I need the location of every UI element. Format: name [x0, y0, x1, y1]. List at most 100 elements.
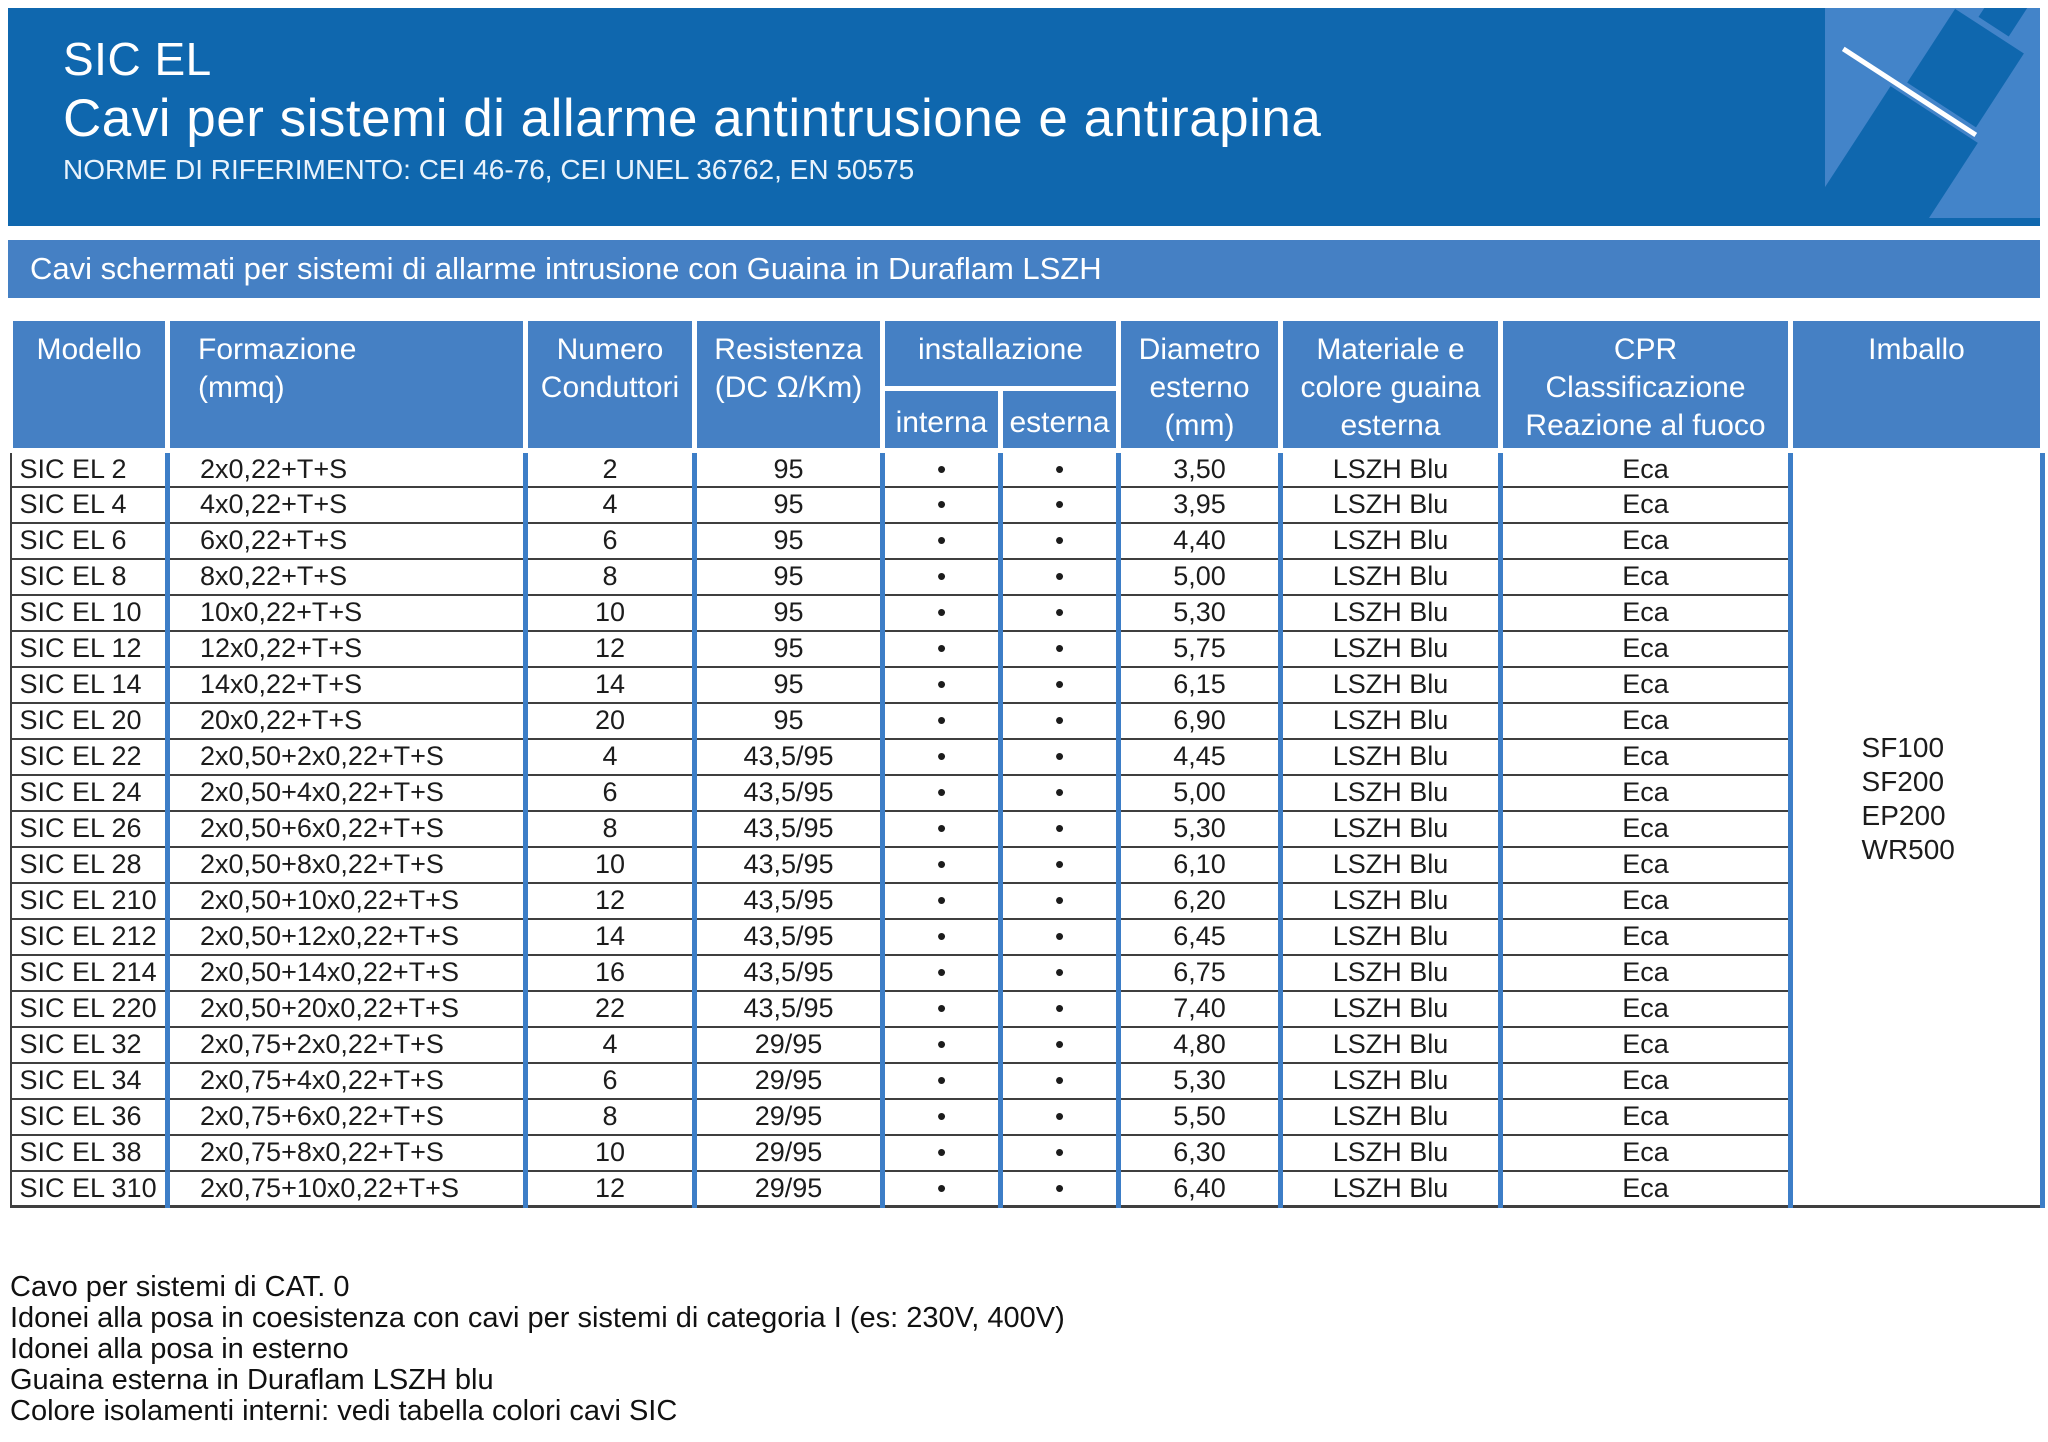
interna-dot-cell: •: [882, 593, 1003, 631]
conductors-cell: 8: [525, 809, 697, 847]
table-row: SIC EL 310 2x0,75+10x0,22+T+S 12 29/95 •…: [9, 1169, 2043, 1208]
material-cell: LSZH Blu: [1280, 521, 1504, 559]
resistance-cell: 95: [694, 557, 885, 595]
cpr-cell: Eca: [1500, 989, 1794, 1027]
cpr-cell: Eca: [1500, 953, 1794, 991]
resistance-cell: 95: [694, 485, 885, 523]
cpr-cell: Eca: [1500, 629, 1794, 667]
esterna-dot-cell: •: [1000, 845, 1122, 883]
model-cell: SIC EL 8: [9, 557, 170, 595]
resistance-cell: 43,5/95: [694, 917, 885, 955]
diameter-cell: 6,15: [1118, 665, 1284, 703]
note-line: Guaina esterna in Duraflam LSZH blu: [10, 1364, 494, 1396]
table-row: SIC EL 20 20x0,22+T+S 20 95 • • 6,90 LSZ…: [9, 701, 2043, 739]
formation-cell: 6x0,22+T+S: [167, 521, 528, 559]
diameter-cell: 5,30: [1118, 1061, 1284, 1099]
cpr-cell: Eca: [1500, 773, 1794, 811]
conductors-cell: 4: [525, 737, 697, 775]
interna-dot-cell: •: [882, 485, 1003, 523]
note-line: Idonei alla posa in coesistenza con cavi…: [10, 1302, 1065, 1334]
diameter-cell: 6,30: [1118, 1133, 1284, 1171]
interna-dot-cell: •: [882, 1133, 1003, 1171]
resistance-cell: 95: [694, 521, 885, 559]
diameter-cell: 4,40: [1118, 521, 1284, 559]
section-banner: Cavi schermati per sistemi di allarme in…: [8, 240, 2040, 298]
formation-cell: 10x0,22+T+S: [167, 593, 528, 631]
diameter-cell: 7,40: [1118, 989, 1284, 1027]
diameter-cell: 6,75: [1118, 953, 1284, 991]
model-cell: SIC EL 212: [9, 917, 170, 955]
formation-cell: 4x0,22+T+S: [167, 485, 528, 523]
model-cell: SIC EL 32: [9, 1025, 170, 1063]
formation-cell: 2x0,75+6x0,22+T+S: [167, 1097, 528, 1135]
diameter-cell: 4,45: [1118, 737, 1284, 775]
model-cell: SIC EL 310: [9, 1169, 170, 1208]
table-row: SIC EL 36 2x0,75+6x0,22+T+S 8 29/95 • • …: [9, 1097, 2043, 1135]
material-cell: LSZH Blu: [1280, 737, 1504, 775]
diameter-cell: 5,50: [1118, 1097, 1284, 1135]
cpr-cell: Eca: [1500, 737, 1794, 775]
resistance-cell: 95: [694, 593, 885, 631]
diameter-cell: 3,95: [1118, 485, 1284, 523]
formation-cell: 2x0,50+8x0,22+T+S: [167, 845, 528, 883]
formation-cell: 2x0,50+14x0,22+T+S: [167, 953, 528, 991]
interna-dot-cell: •: [882, 1169, 1003, 1208]
interna-dot-cell: •: [882, 629, 1003, 667]
cpr-cell: Eca: [1500, 881, 1794, 919]
model-cell: SIC EL 34: [9, 1061, 170, 1099]
footer-notes: Cavo per sistemi di CAT. 0 Idonei alla p…: [10, 1272, 1065, 1427]
conductors-cell: 10: [525, 845, 697, 883]
cpr-cell: Eca: [1500, 1025, 1794, 1063]
formation-cell: 2x0,75+8x0,22+T+S: [167, 1133, 528, 1171]
model-cell: SIC EL 38: [9, 1133, 170, 1171]
table-row: SIC EL 220 2x0,50+20x0,22+T+S 22 43,5/95…: [9, 989, 2043, 1027]
esterna-dot-cell: •: [1000, 629, 1122, 667]
formation-cell: 2x0,50+2x0,22+T+S: [167, 737, 528, 775]
model-cell: SIC EL 4: [9, 485, 170, 523]
cable-logo: [1825, 8, 2040, 218]
resistance-cell: 95: [694, 665, 885, 703]
table-row: SIC EL 24 2x0,50+4x0,22+T+S 6 43,5/95 • …: [9, 773, 2043, 811]
table-row: SIC EL 212 2x0,50+12x0,22+T+S 14 43,5/95…: [9, 917, 2043, 955]
cpr-cell: Eca: [1500, 557, 1794, 595]
page-title: Cavi per sistemi di allarme antintrusion…: [63, 89, 1322, 148]
cpr-cell: Eca: [1500, 1169, 1794, 1208]
material-cell: LSZH Blu: [1280, 1133, 1504, 1171]
cpr-cell: Eca: [1500, 1097, 1794, 1135]
formation-cell: 8x0,22+T+S: [167, 557, 528, 595]
conductors-cell: 4: [525, 1025, 697, 1063]
diameter-cell: 6,10: [1118, 845, 1284, 883]
imballo-values: SF100 SF200 EP200 WR500: [1861, 732, 1955, 865]
formation-cell: 2x0,75+10x0,22+T+S: [167, 1169, 528, 1208]
interna-dot-cell: •: [882, 1025, 1003, 1063]
conductors-cell: 16: [525, 953, 697, 991]
material-cell: LSZH Blu: [1280, 881, 1504, 919]
table-row: SIC EL 12 12x0,22+T+S 12 95 • • 5,75 LSZ…: [9, 629, 2043, 667]
model-cell: SIC EL 28: [9, 845, 170, 883]
note-line: Idonei alla posa in esterno: [10, 1333, 349, 1365]
table-row: SIC EL 2 2x0,22+T+S 2 95 • • 3,50 LSZH B…: [9, 448, 2046, 1208]
resistance-cell: 43,5/95: [694, 809, 885, 847]
resistance-cell: 95: [694, 448, 885, 487]
diameter-cell: 3,50: [1118, 448, 1284, 487]
model-cell: SIC EL 10: [9, 593, 170, 631]
resistance-cell: 43,5/95: [694, 989, 885, 1027]
resistance-cell: 95: [694, 701, 885, 739]
resistance-cell: 43,5/95: [694, 773, 885, 811]
conductors-cell: 10: [525, 1133, 697, 1171]
material-cell: LSZH Blu: [1280, 593, 1504, 631]
formation-cell: 14x0,22+T+S: [167, 665, 528, 703]
cpr-cell: Eca: [1500, 845, 1794, 883]
interna-dot-cell: •: [882, 809, 1003, 847]
interna-dot-cell: •: [882, 665, 1003, 703]
esterna-dot-cell: •: [1000, 521, 1122, 559]
esterna-dot-cell: •: [1000, 448, 1122, 487]
material-cell: LSZH Blu: [1280, 448, 1504, 487]
interna-dot-cell: •: [882, 953, 1003, 991]
col-header-installazione: installazione: [879, 316, 1122, 391]
interna-dot-cell: •: [882, 845, 1003, 883]
formation-cell: 2x0,22+T+S: [167, 448, 528, 487]
model-cell: SIC EL 214: [9, 953, 170, 991]
conductors-cell: 6: [525, 521, 697, 559]
